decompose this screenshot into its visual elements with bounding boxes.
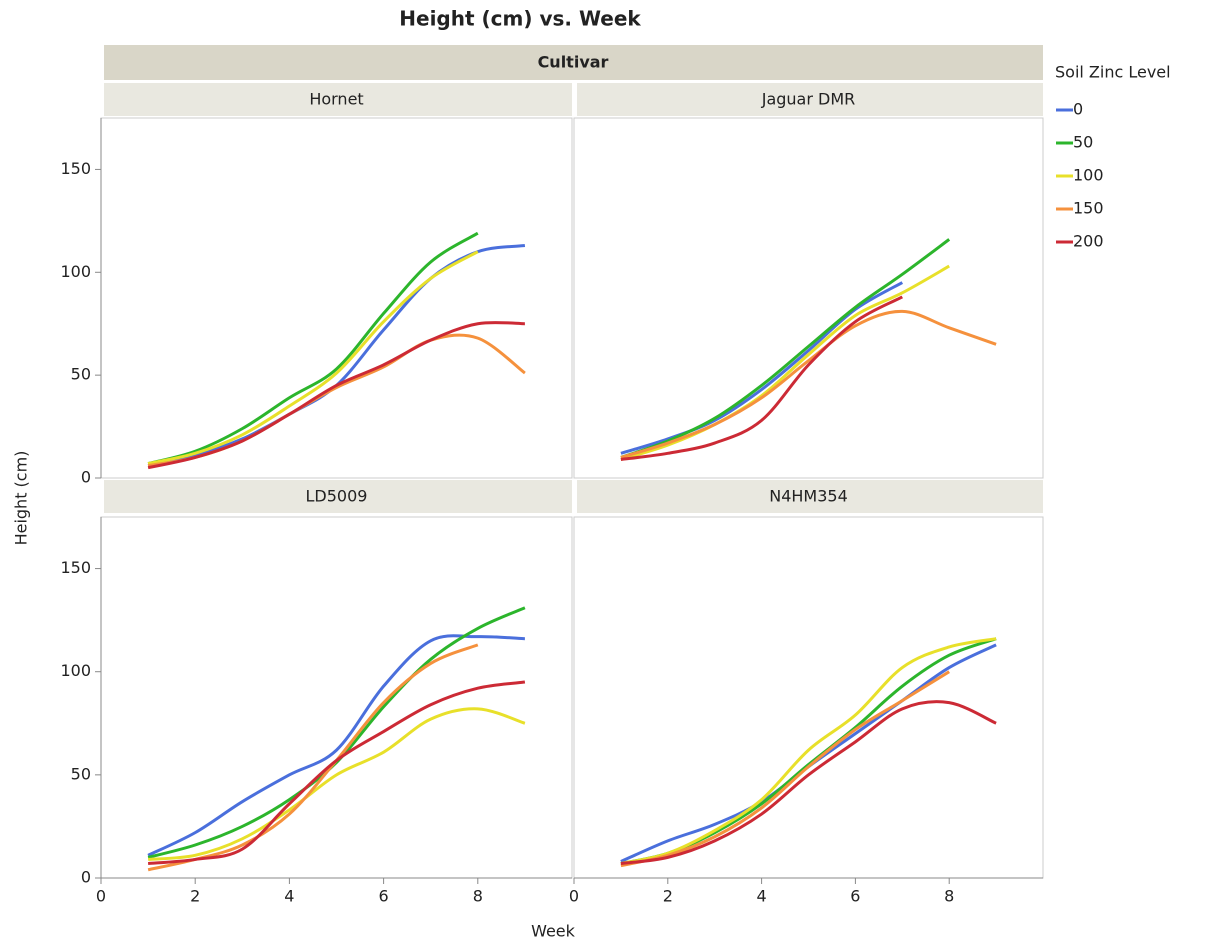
series-line: [620, 637, 997, 866]
series-line: [620, 309, 997, 459]
y-tick-label: 100: [60, 262, 91, 281]
panel-title: LD5009: [306, 487, 368, 506]
series-line: [147, 231, 479, 466]
legend-label: 100: [1073, 166, 1104, 185]
series-line: [147, 250, 479, 466]
legend-label: 50: [1073, 133, 1093, 152]
y-tick-label: 100: [60, 661, 91, 680]
plot-frame: [573, 117, 1044, 479]
facet-label: Cultivar: [538, 53, 609, 72]
series-line: [147, 321, 525, 470]
series-line: [147, 634, 525, 857]
x-axis-label: Week: [531, 922, 576, 941]
panel-title: N4HM354: [769, 487, 848, 506]
series-line: [620, 700, 997, 866]
plot-frame: [573, 516, 1044, 879]
series-line: [620, 264, 950, 461]
legend-label: 200: [1073, 232, 1104, 251]
y-tick-label: 50: [71, 764, 91, 783]
x-tick-label: 2: [190, 887, 200, 906]
x-tick-label: 4: [284, 887, 294, 906]
x-tick-label: 0: [569, 887, 579, 906]
y-tick-label: 150: [60, 159, 91, 178]
y-axis-label: Height (cm): [12, 451, 31, 546]
x-tick-label: 6: [850, 887, 860, 906]
series-line: [620, 238, 951, 459]
y-tick-label: 50: [71, 365, 91, 384]
y-tick-label: 0: [81, 868, 91, 887]
x-tick-label: 8: [473, 887, 483, 906]
series-line: [147, 606, 526, 859]
series-line: [620, 670, 950, 868]
x-tick-label: 6: [379, 887, 389, 906]
panel-header: [104, 480, 572, 513]
series-line: [147, 680, 526, 866]
panel-header: [577, 480, 1043, 513]
y-tick-label: 150: [60, 558, 91, 577]
y-tick-label: 0: [81, 468, 91, 487]
x-tick-label: 8: [944, 887, 954, 906]
series-line: [147, 244, 526, 468]
panel-header: [577, 83, 1043, 116]
legend-label: 150: [1073, 199, 1104, 218]
legend-title: Soil Zinc Level: [1055, 63, 1171, 82]
plot-frame: [100, 117, 573, 479]
panel-header: [104, 83, 572, 116]
chart-title: Height (cm) vs. Week: [399, 7, 641, 31]
x-tick-label: 0: [96, 887, 106, 906]
plot-frame: [100, 516, 573, 879]
series-line: [620, 295, 903, 461]
series-line: [147, 707, 526, 861]
x-tick-label: 2: [663, 887, 673, 906]
panel-title: Jaguar DMR: [761, 90, 856, 109]
series-line: [147, 643, 479, 872]
x-tick-label: 4: [757, 887, 767, 906]
panel-title: Hornet: [309, 90, 363, 109]
legend-label: 0: [1073, 100, 1083, 119]
facet-header: [104, 45, 1043, 80]
series-line: [620, 281, 904, 455]
